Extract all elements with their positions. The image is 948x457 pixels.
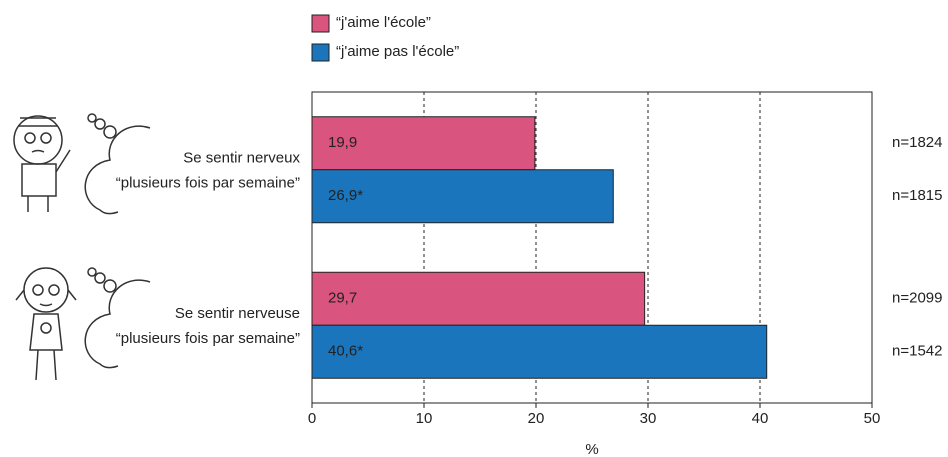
value-label: 26,9* <box>328 187 363 204</box>
plot-frame <box>311 91 873 404</box>
bar <box>311 116 536 171</box>
category-label: “plusieurs fois par semaine” <box>116 175 300 192</box>
value-label: 19,9 <box>328 134 357 151</box>
illustration <box>13 113 151 381</box>
category-label: “plusieurs fois par semaine” <box>116 330 300 347</box>
x-axis-label: % <box>585 441 598 457</box>
legend-swatch <box>311 14 330 33</box>
sample-size: n=1542 <box>892 343 942 360</box>
legend-label: “j'aime pas l'école” <box>336 43 459 60</box>
sample-size: n=1824 <box>892 134 942 151</box>
category-label: Se sentir nerveuse <box>175 305 300 322</box>
x-tick-label: 20 <box>528 410 545 427</box>
value-label: 29,7 <box>328 290 357 307</box>
x-tick-label: 50 <box>864 410 881 427</box>
x-tick-label: 10 <box>416 410 433 427</box>
sample-size: n=1815 <box>892 187 942 204</box>
category-label: Se sentir nerveux <box>183 150 300 167</box>
x-tick-label: 30 <box>640 410 657 427</box>
sample-size: n=2099 <box>892 290 942 307</box>
value-label: 40,6* <box>328 343 363 360</box>
bar <box>311 169 614 224</box>
bar <box>311 324 768 379</box>
x-tick-label: 0 <box>308 410 316 427</box>
x-tick-label: 40 <box>752 410 769 427</box>
legend-label: “j'aime l'école” <box>336 14 431 31</box>
legend-swatch <box>311 43 330 62</box>
bar <box>311 271 646 326</box>
